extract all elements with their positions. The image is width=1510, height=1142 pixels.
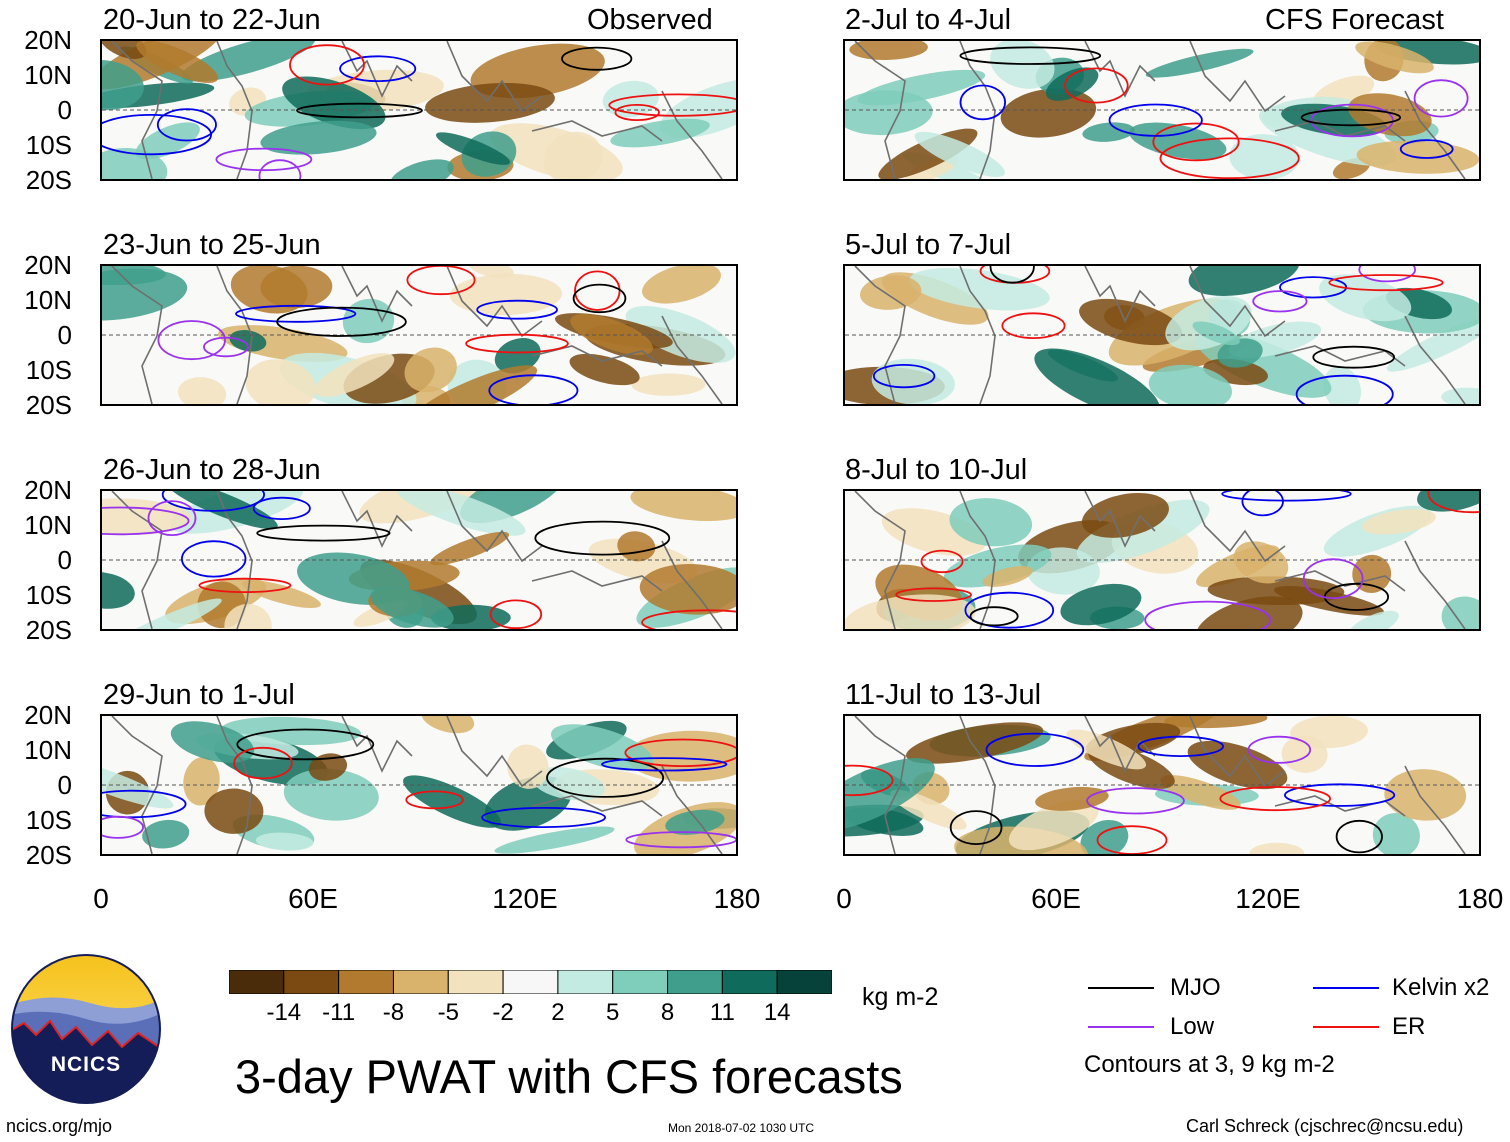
y-tick-label: 10S [25,580,72,610]
y-tick-label: 10N [24,510,72,540]
legend-line-er [1313,1026,1379,1028]
x-tick-label: 0 [836,883,852,914]
y-tick-label: 0 [57,95,72,125]
y-tick-label: 20N [24,250,72,280]
pwat-map [102,41,736,179]
colorbar-swatch [502,969,559,995]
x-tick-label: 180 [1456,883,1504,914]
colorbar-swatch [338,969,394,995]
colorbar-swatch [228,969,285,995]
legend-label-kelvin: Kelvin x2 [1392,974,1490,1001]
colorbar-swatch [447,969,504,995]
colorbar-swatch [612,969,669,995]
pwat-map [845,491,1479,629]
y-tick-label: 20N [24,700,72,730]
pwat-map [102,491,736,629]
y-tick-label: 20N [24,475,72,505]
colorbar [228,969,833,995]
colorbar-tick-label: 11 [709,999,735,1026]
pwat-map [845,41,1479,179]
contour-note: Contours at 3, 9 kg m-2 [1084,1051,1335,1078]
colorbar-tick-label: 2 [551,999,565,1026]
legend-label-low: Low [1170,1013,1215,1040]
y-tick-label: 20N [24,25,72,55]
forecast-label: CFS Forecast [1265,4,1444,36]
y-tick-label: 10N [24,735,72,765]
map-panel [843,489,1481,631]
map-panel [843,714,1481,856]
y-tick-label: 20S [25,390,72,420]
colorbar-unit: kg m-2 [862,983,939,1011]
x-tick-label: 180 [713,883,761,914]
y-tick-label: 0 [57,320,72,350]
y-tick-label: 10S [25,355,72,385]
colorbar-tick-label: 5 [606,999,620,1026]
x-tick-label: 60E [288,883,338,914]
y-tick-label: 0 [57,545,72,575]
pwat-map [845,266,1479,404]
legend-line-kelvin [1313,987,1379,989]
y-tick-label: 10S [25,805,72,835]
footer-credit: Carl Schreck (cjschrec@ncsu.edu) [1186,1116,1464,1136]
y-tick-label: 10N [24,285,72,315]
colorbar-tick-label: -5 [437,999,459,1026]
pwat-map [102,266,736,404]
map-panel [100,39,738,181]
colorbar-tick-label: -14 [266,999,302,1026]
y-tick-label: 10S [25,130,72,160]
map-panel [100,264,738,406]
x-tick-label: 0 [93,883,109,914]
legend-line-mjo [1088,987,1154,989]
colorbar-tick-label: -11 [322,999,356,1026]
pwat-map [845,716,1479,854]
legend-label-er: ER [1392,1013,1426,1040]
colorbar-swatch [667,969,723,995]
main-title: 3-day PWAT with CFS forecasts [235,1050,903,1103]
legend-line-low [1088,1026,1154,1028]
x-tick-label: 120E [492,883,558,914]
pwat-map [102,716,736,854]
panel-title: 20-Jun to 22-Jun [103,4,321,36]
observed-label: Observed [587,4,713,36]
panel-title: 11-Jul to 13-Jul [845,679,1042,711]
map-panel [100,714,738,856]
logo-text: NCICS [50,1053,122,1076]
colorbar-swatch [721,969,778,995]
colorbar-swatch [557,969,614,995]
x-tick-label: 60E [1031,883,1081,914]
map-panel [843,264,1481,406]
panel-title: 26-Jun to 28-Jun [103,454,321,486]
y-tick-label: 10N [24,60,72,90]
panel-title: 29-Jun to 1-Jul [103,679,295,711]
map-panel [100,489,738,631]
y-tick-label: 20S [25,615,72,645]
panel-title: 8-Jul to 10-Jul [845,454,1028,486]
colorbar-tick-label: -8 [382,999,405,1026]
footer-url[interactable]: ncics.org/mjo [6,1116,113,1136]
x-tick-label: 120E [1235,883,1301,914]
panel-title: 5-Jul to 7-Jul [845,229,1012,261]
panel-title: 23-Jun to 25-Jun [103,229,321,261]
map-panel [843,39,1481,181]
colorbar-tick-label: -2 [492,999,514,1026]
y-tick-label: 20S [25,840,72,870]
colorbar-swatch [283,969,340,995]
y-tick-label: 20S [25,165,72,195]
colorbar-tick-label: 8 [660,999,675,1026]
ncics-logo: NCICS [10,953,162,1105]
colorbar-tick-label: 14 [763,999,791,1026]
footer-timestamp: Mon 2018-07-02 1030 UTC [668,1121,815,1135]
legend-label-mjo: MJO [1170,974,1221,1001]
colorbar-swatch [392,969,449,995]
colorbar-swatch [776,969,833,995]
panel-title: 2-Jul to 4-Jul [845,4,1012,36]
y-tick-label: 0 [57,770,72,800]
